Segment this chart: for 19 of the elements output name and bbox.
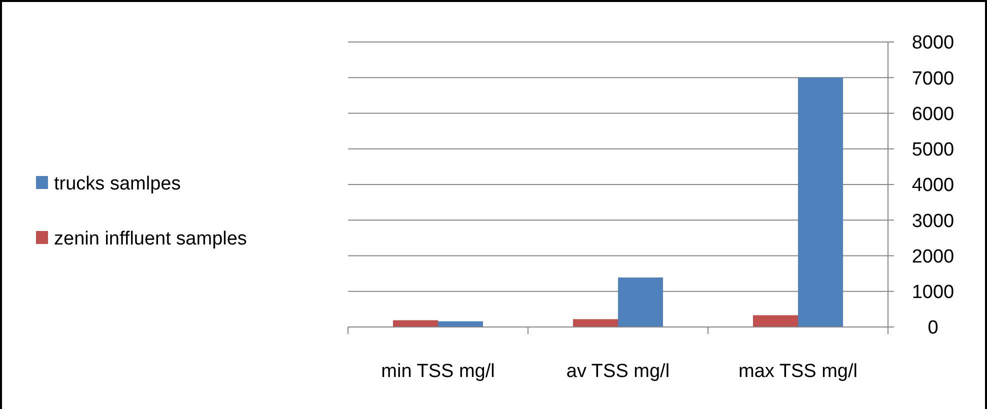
legend-label: trucks samlpes xyxy=(54,174,181,195)
bar xyxy=(393,320,438,327)
y-tick-label: 4000 xyxy=(912,175,954,196)
bar xyxy=(573,319,618,327)
x-tick-label: max TSS mg/l xyxy=(738,361,858,382)
y-tick-label: 6000 xyxy=(912,104,954,125)
x-tick-label: av TSS mg/l xyxy=(566,361,670,382)
y-tick-label: 2000 xyxy=(912,246,954,268)
bar xyxy=(753,315,798,327)
y-tick-label: 3000 xyxy=(912,210,954,232)
y-tick-label: 0 xyxy=(928,318,938,339)
bar xyxy=(798,78,843,327)
y-tick-label: 5000 xyxy=(912,140,954,161)
x-tick-label: min TSS mg/l xyxy=(381,361,495,382)
y-tick-label: 8000 xyxy=(912,32,954,54)
legend-label: zenin inffluent samples xyxy=(54,228,247,250)
bar xyxy=(618,277,663,327)
y-tick-label: 1000 xyxy=(912,282,954,304)
y-tick-label: 7000 xyxy=(912,68,954,90)
